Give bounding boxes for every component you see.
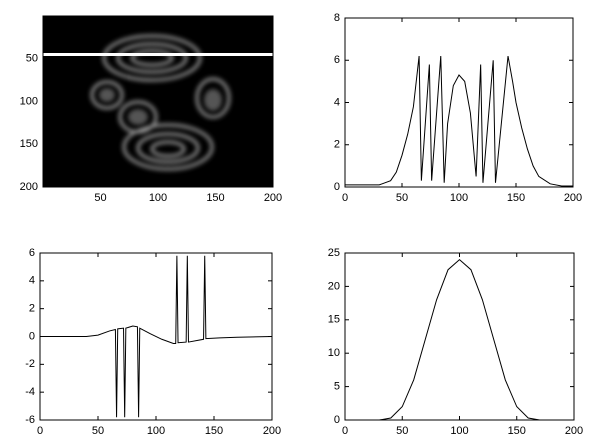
x-tick-label: 50 <box>396 192 408 204</box>
y-tick-label: 2 <box>29 303 35 315</box>
line-series <box>345 259 574 421</box>
x-tick-label: 150 <box>508 425 526 437</box>
y-tick-label: 15 <box>328 314 340 326</box>
y-tick-label: -2 <box>25 358 35 370</box>
y-tick-label: 2 <box>334 139 340 151</box>
x-tick-label: 100 <box>149 192 167 204</box>
y-tick-label: 0 <box>334 414 340 426</box>
x-tick-label: 100 <box>450 425 468 437</box>
x-tick-label: 100 <box>450 192 468 204</box>
x-tick-label: 200 <box>565 425 583 437</box>
y-tick-label: -4 <box>25 386 35 398</box>
y-tick-label: 25 <box>328 247 340 259</box>
x-tick-label: 0 <box>342 192 348 204</box>
x-tick-label: 50 <box>92 425 104 437</box>
x-tick-label: 0 <box>37 425 43 437</box>
x-tick-label: 50 <box>94 192 106 204</box>
x-tick-label: 200 <box>564 192 582 204</box>
x-tick-label: 0 <box>342 425 348 437</box>
axes-box <box>344 252 575 421</box>
x-tick-label: 200 <box>264 192 282 204</box>
y-tick-label: 50 <box>26 53 38 65</box>
x-tick-label: 150 <box>206 192 224 204</box>
x-tick-label: 200 <box>263 425 281 437</box>
line-series <box>345 55 573 187</box>
y-tick-label: 10 <box>328 347 340 359</box>
y-tick-label: 6 <box>29 247 35 259</box>
y-tick-label: 5 <box>334 381 340 393</box>
image-content <box>43 16 273 187</box>
line-series <box>40 255 273 418</box>
y-tick-label: 100 <box>20 95 38 107</box>
y-tick-label: 4 <box>29 275 35 287</box>
x-tick-label: 50 <box>396 425 408 437</box>
y-tick-label: 20 <box>328 280 340 292</box>
y-tick-label: 0 <box>29 330 35 342</box>
y-tick-label: 200 <box>20 181 38 193</box>
y-tick-label: 150 <box>20 138 38 150</box>
x-tick-label: 150 <box>507 192 525 204</box>
y-tick-label: 0 <box>334 181 340 193</box>
y-tick-label: 4 <box>334 96 340 108</box>
y-tick-label: 8 <box>334 12 340 24</box>
axes-box <box>344 17 574 188</box>
y-tick-label: 6 <box>334 54 340 66</box>
x-tick-label: 150 <box>205 425 223 437</box>
x-tick-label: 100 <box>147 425 165 437</box>
y-tick-label: -6 <box>25 414 35 426</box>
